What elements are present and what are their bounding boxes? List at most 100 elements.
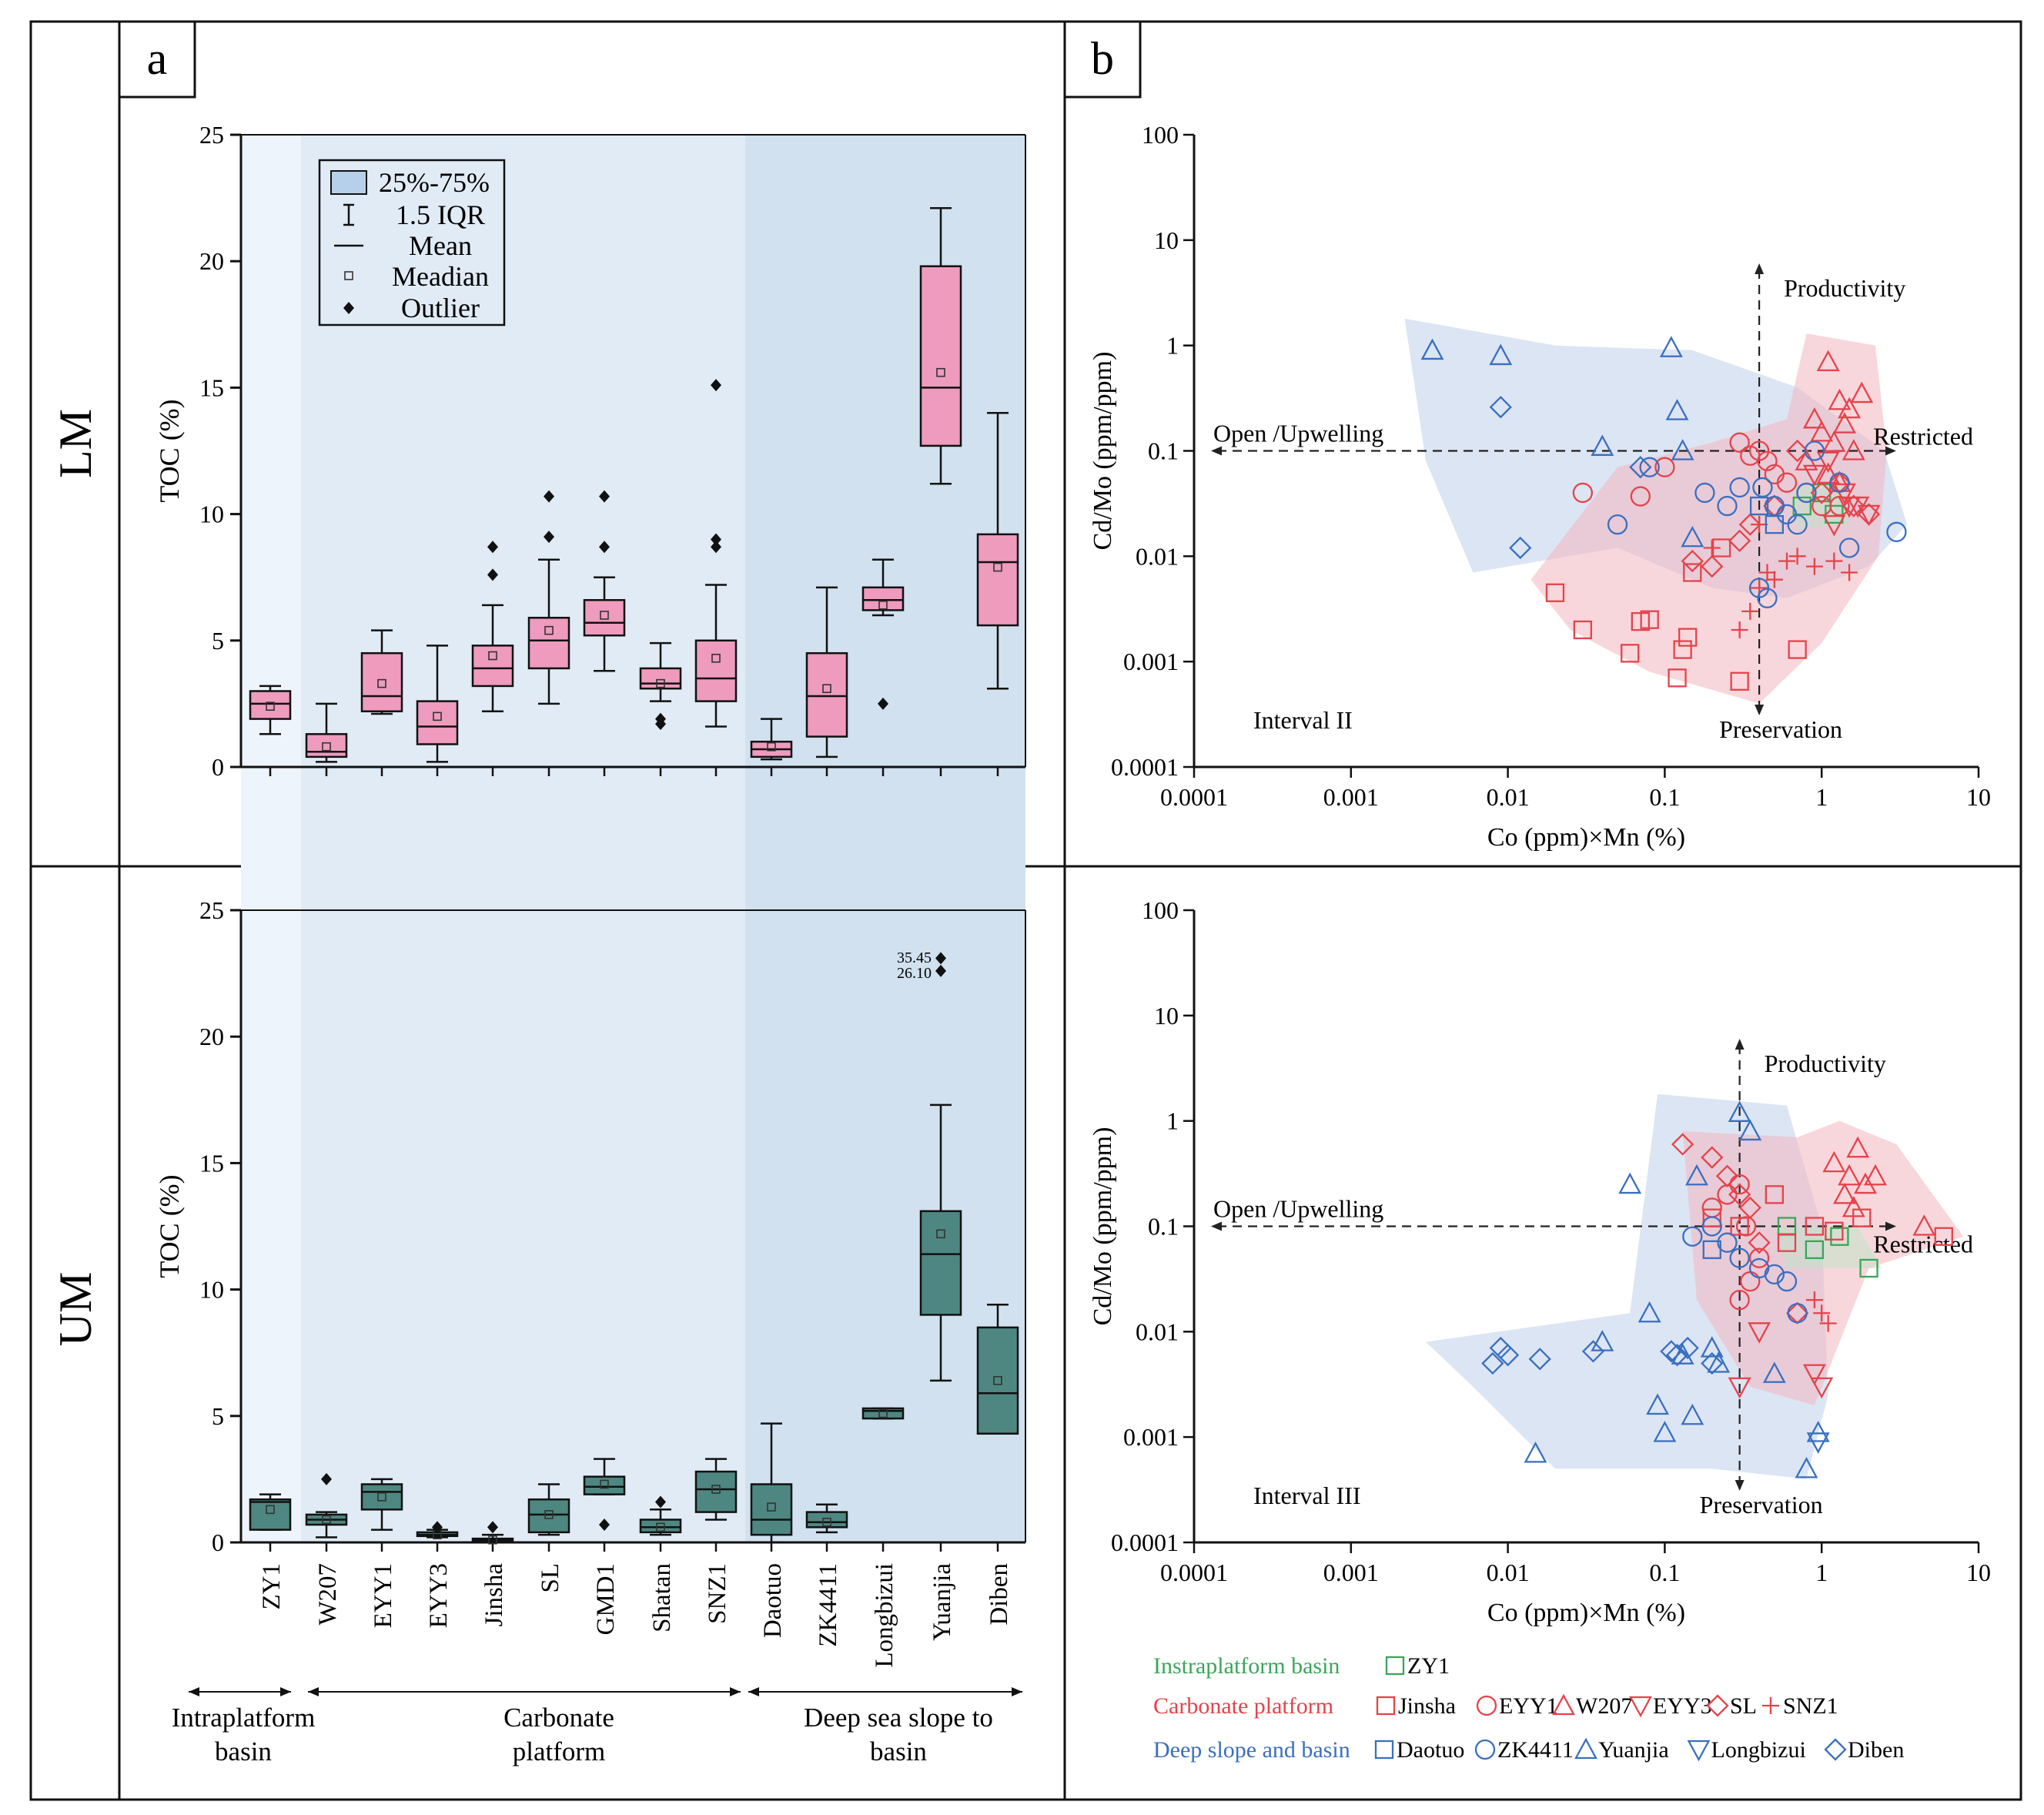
arrowhead-up	[1755, 263, 1765, 274]
group-label-intra: basin	[215, 1736, 272, 1766]
mean-marker-snz1-um	[711, 1485, 721, 1494]
legend-label-25-75-: 25%-75%	[379, 167, 490, 198]
legend-marker-zy1	[1385, 1656, 1405, 1676]
legend-marker-w207	[1552, 1693, 1575, 1716]
point-diben	[1496, 1344, 1520, 1367]
box-gmd1-um	[583, 1475, 626, 1495]
point-yuanjia	[1700, 1336, 1724, 1358]
legend-swatch-median	[344, 271, 353, 280]
y-tick-label-um: 20	[199, 1023, 224, 1050]
legend-marker-sl	[1706, 1694, 1729, 1717]
point-sl	[1738, 513, 1761, 536]
legend-marker-diben	[1824, 1738, 1847, 1761]
legend-label-outlier: Outlier	[401, 293, 480, 323]
group-arrowhead-intra	[280, 1687, 291, 1696]
point-jinsha	[1640, 610, 1659, 629]
point-zk4411	[1701, 1216, 1722, 1237]
outlier-snz1-lm	[711, 533, 721, 546]
x-tick-label: 0.001	[1323, 1559, 1379, 1586]
outlier-jinsha-lm	[487, 568, 498, 581]
legend-item-diben: Diben	[1848, 1737, 1904, 1763]
point-sl	[1701, 554, 1724, 578]
point-zk4411	[1748, 578, 1770, 598]
point-jinsha	[1683, 563, 1702, 582]
annotation-open-upwelling: Open /Upwelling	[1213, 1195, 1383, 1223]
box-zy1-lm	[249, 690, 292, 720]
legend-marker-snz1	[1762, 1697, 1779, 1714]
box-yuanjia-lm	[919, 265, 962, 447]
y-tick-label: 100	[1142, 896, 1179, 924]
mean-marker-gmd1-lm	[600, 611, 609, 620]
point-zk4411	[1764, 1264, 1785, 1285]
box-zk4411-lm	[805, 651, 848, 738]
point-w207	[1846, 1136, 1870, 1158]
box-daotuo-um	[750, 1483, 793, 1536]
legend-marker-yuanjia	[1574, 1737, 1597, 1760]
x-tick-label-sl: SL	[537, 1563, 564, 1593]
mean-marker-longbizui-um	[878, 1408, 888, 1418]
outlier-value-label: 35.45	[897, 949, 932, 966]
point-jinsha	[1545, 583, 1565, 602]
panel-b-tab	[1063, 20, 1142, 99]
outlier-shatan-lm	[655, 712, 666, 725]
point-snz1	[1765, 571, 1783, 588]
group-arrowhead-deep	[1012, 1687, 1022, 1696]
box-diben-um	[976, 1326, 1019, 1435]
point-zk4411	[1838, 537, 1860, 558]
box-eyy3-lm	[416, 700, 459, 745]
y-axis-title-lm: TOC (%)	[154, 399, 185, 502]
legend-label-mean: Mean	[409, 230, 472, 261]
arrowhead-left	[1211, 1221, 1222, 1231]
point-eyy1	[1630, 486, 1651, 507]
outlier-snz1-lm	[711, 379, 721, 392]
arrowhead-down	[1735, 1480, 1745, 1491]
point-yuanjia	[1524, 1441, 1547, 1463]
point-snz1	[1788, 548, 1806, 565]
y-tick-label: 0.0001	[1111, 1529, 1179, 1556]
y-tick-label-lm: 0	[212, 753, 224, 781]
y-tick-label-lm: 15	[199, 373, 224, 401]
group-arrowhead-deep	[748, 1687, 759, 1696]
point-jinsha	[1730, 1217, 1749, 1236]
point-zk4411	[1787, 514, 1808, 535]
x-axis-title: Co (ppm)×Mn (%)	[1487, 823, 1685, 852]
point-yuanjia	[1685, 1164, 1708, 1186]
point-snz1	[1751, 516, 1768, 534]
point-eyy1	[1735, 1216, 1757, 1237]
legend-item-longbizui: Longbizui	[1711, 1737, 1806, 1763]
point-w207	[1833, 1182, 1856, 1204]
point-zy1	[1792, 496, 1811, 516]
outlier-w207-um	[321, 1472, 332, 1485]
point-w207	[1816, 350, 1840, 372]
mean-marker-diben-lm	[993, 562, 1002, 572]
point-eyy3	[1802, 464, 1826, 487]
point-jinsha	[1573, 620, 1592, 640]
x-tick-label: 0.1	[1649, 1559, 1680, 1586]
annotation-preservation: Preservation	[1700, 1491, 1823, 1519]
legend-item-daotuo: Daotuo	[1397, 1737, 1464, 1763]
point-snz1	[1813, 1304, 1831, 1322]
mean-marker-eyy3-lm	[433, 712, 442, 722]
point-zk4411	[1829, 472, 1850, 493]
outlier-snz1-lm	[711, 541, 721, 554]
point-jinsha	[1730, 671, 1749, 691]
legend-group-deep-slope-and-basin: Deep slope and basin	[1153, 1737, 1350, 1763]
band-bg-deep	[745, 135, 1025, 1542]
legend-swatch-outlier	[343, 302, 354, 314]
point-eyy1	[1654, 457, 1675, 477]
y-axis-title-um: TOC (%)	[154, 1174, 185, 1278]
row-label-um: UM	[50, 1272, 101, 1347]
point-jinsha	[1678, 628, 1698, 647]
box-shatan-um	[639, 1519, 682, 1534]
point-w207	[1864, 1164, 1887, 1186]
point-zk4411	[1717, 1232, 1738, 1253]
point-jinsha	[1673, 640, 1692, 659]
legend-marker-zk4411	[1474, 1739, 1496, 1760]
point-sl	[1671, 1133, 1694, 1156]
point-w207	[1912, 1214, 1936, 1236]
box-gmd1-lm	[583, 599, 626, 637]
point-w207	[1838, 1164, 1862, 1186]
legend-swatch-iqr	[330, 170, 367, 195]
point-yuanjia	[1728, 1100, 1751, 1122]
